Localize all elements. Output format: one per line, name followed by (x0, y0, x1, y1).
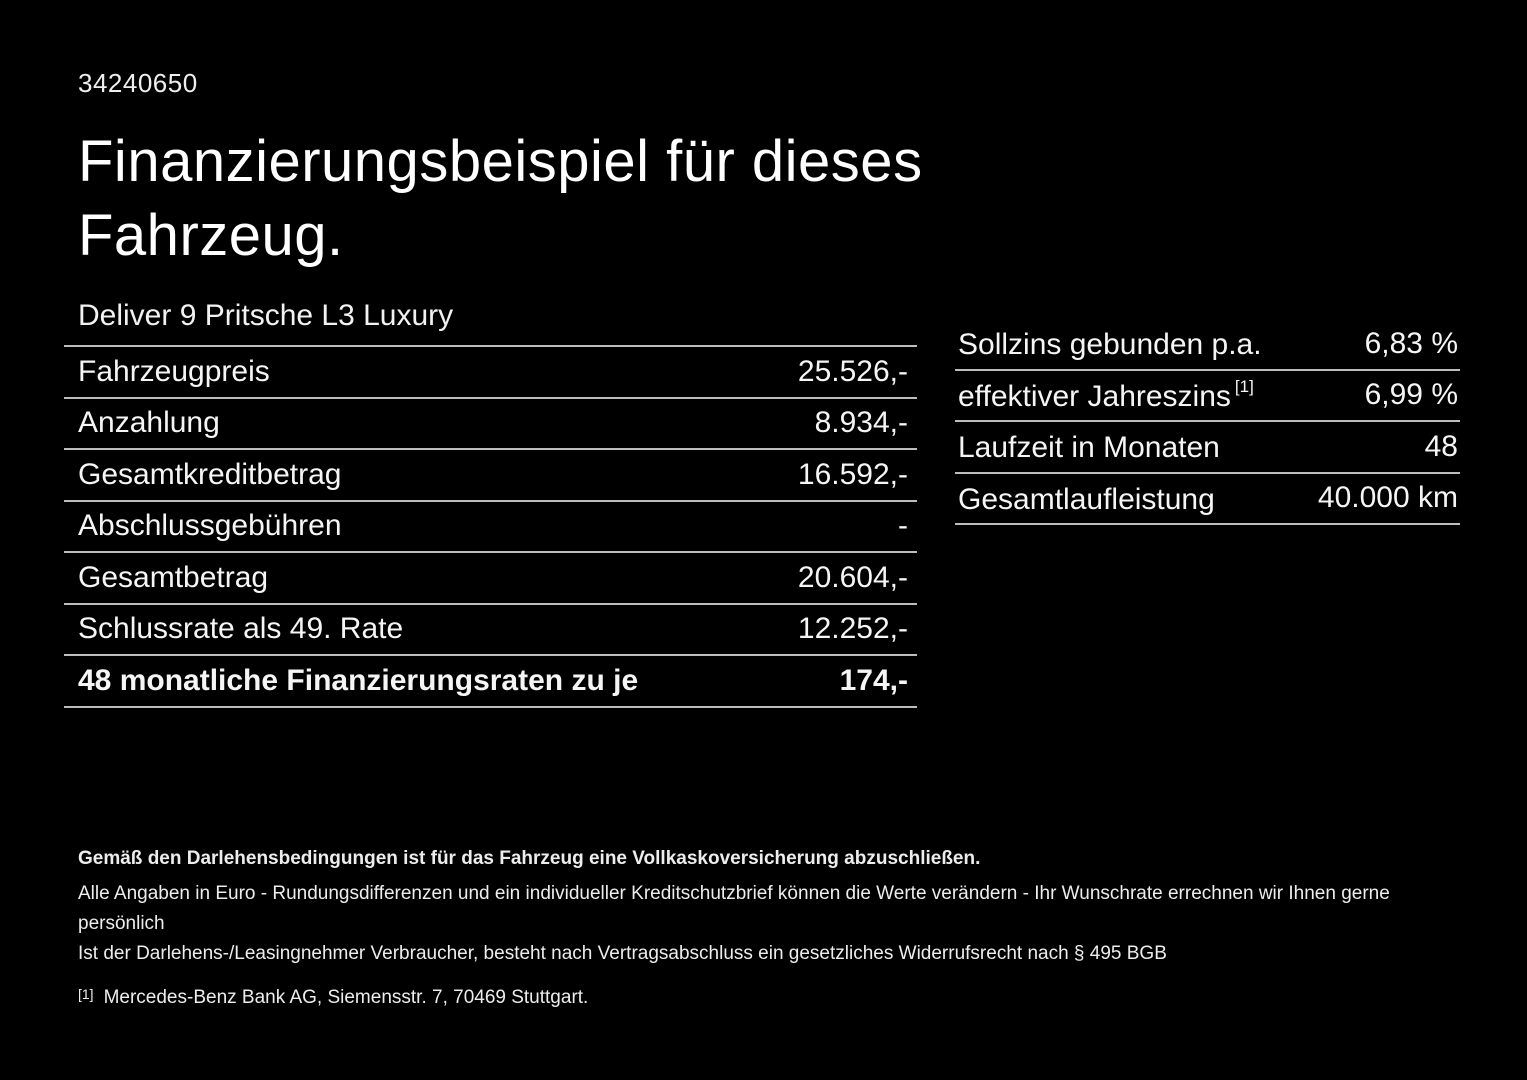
table-row-effektiver-jahreszins: effektiver Jahreszins [1] 6,99 % (955, 371, 1460, 422)
footnote-text: Mercedes-Benz Bank AG, Siemensstr. 7, 70… (103, 987, 589, 1008)
row-value: - (898, 509, 908, 543)
table-row-gesamtbetrag: Gesamtbetrag 20.604,- (64, 553, 917, 605)
footnote-marker: [1] (78, 986, 94, 1002)
row-label: Laufzeit in Monaten (958, 431, 1220, 465)
row-label: effektiver Jahreszins [1] (958, 376, 1254, 413)
row-value: 6,83 % (1364, 326, 1458, 360)
bank-footnote: [1] Mercedes-Benz Bank AG, Siemensstr. 7,… (78, 982, 1458, 1010)
footnote-ref: [1] (1234, 376, 1254, 396)
row-label: Gesamtlaufleistung (958, 482, 1215, 516)
table-row-gesamtkreditbetrag: Gesamtkreditbetrag 16.592,- (64, 450, 917, 502)
table-row-abschlussgebuehren: Abschlussgebühren - (64, 502, 917, 553)
row-value: 8.934,- (814, 406, 908, 440)
vehicle-name: Deliver 9 Pritsche L3 Luxury (78, 299, 454, 332)
row-label: Anzahlung (78, 406, 220, 440)
row-label: Abschlussgebühren (78, 509, 342, 543)
row-label: Fahrzeugpreis (78, 354, 270, 388)
document-id: 34240650 (78, 68, 198, 98)
row-label: Gesamtkreditbetrag (78, 457, 342, 491)
legal-footer: Gemäß den Darlehensbedingungen ist für d… (78, 847, 1458, 1010)
insurance-requirement-note: Gemäß den Darlehensbedingungen ist für d… (78, 848, 981, 869)
row-value: 48 (1424, 429, 1458, 463)
row-value: 16.592,- (797, 457, 908, 491)
row-value: 6,99 % (1364, 378, 1458, 412)
row-label: Gesamtbetrag (78, 560, 269, 594)
table-row-sollzins: Sollzins gebunden p.a. 6,83 % (955, 319, 1460, 371)
conditions-table: Sollzins gebunden p.a. 6,83 % effektiver… (955, 319, 1460, 525)
page-title: Finanzierungsbeispiel für dieses Fahrzeu… (78, 129, 923, 268)
table-row-gesamtlaufleistung: Gesamtlaufleistung 40.000 km (955, 474, 1460, 525)
row-label: 48 monatliche Finanzierungsraten zu je (78, 663, 639, 697)
row-label: Sollzins gebunden p.a. (958, 328, 1262, 362)
row-value: 25.526,- (797, 354, 908, 388)
euro-disclaimer-note: Alle Angaben in Euro - Rundungsdifferenz… (78, 883, 1390, 934)
table-row-monatsrate: 48 monatliche Finanzierungsraten zu je 1… (64, 656, 917, 708)
table-row-fahrzeugpreis: Fahrzeugpreis 25.526,- (64, 347, 917, 399)
table-row-schlussrate: Schlussrate als 49. Rate 12.252,- (64, 605, 917, 656)
table-row-laufzeit: Laufzeit in Monaten 48 (955, 422, 1460, 474)
finance-column: Deliver 9 Pritsche L3 Luxury Fahrzeugpre… (64, 273, 917, 708)
row-label: Schlussrate als 49. Rate (78, 612, 404, 646)
row-value: 40.000 km (1317, 481, 1458, 515)
finance-table: Fahrzeugpreis 25.526,- Anzahlung 8.934,-… (64, 345, 917, 708)
row-value: 20.604,- (797, 560, 908, 594)
row-value: 12.252,- (797, 612, 908, 646)
table-row-anzahlung: Anzahlung 8.934,- (64, 399, 917, 450)
row-value: 174,- (839, 663, 908, 697)
withdrawal-right-note: Ist der Darlehens-/Leasingnehmer Verbrau… (78, 943, 1167, 964)
tables-section: Deliver 9 Pritsche L3 Luxury Fahrzeugpre… (64, 273, 1527, 708)
